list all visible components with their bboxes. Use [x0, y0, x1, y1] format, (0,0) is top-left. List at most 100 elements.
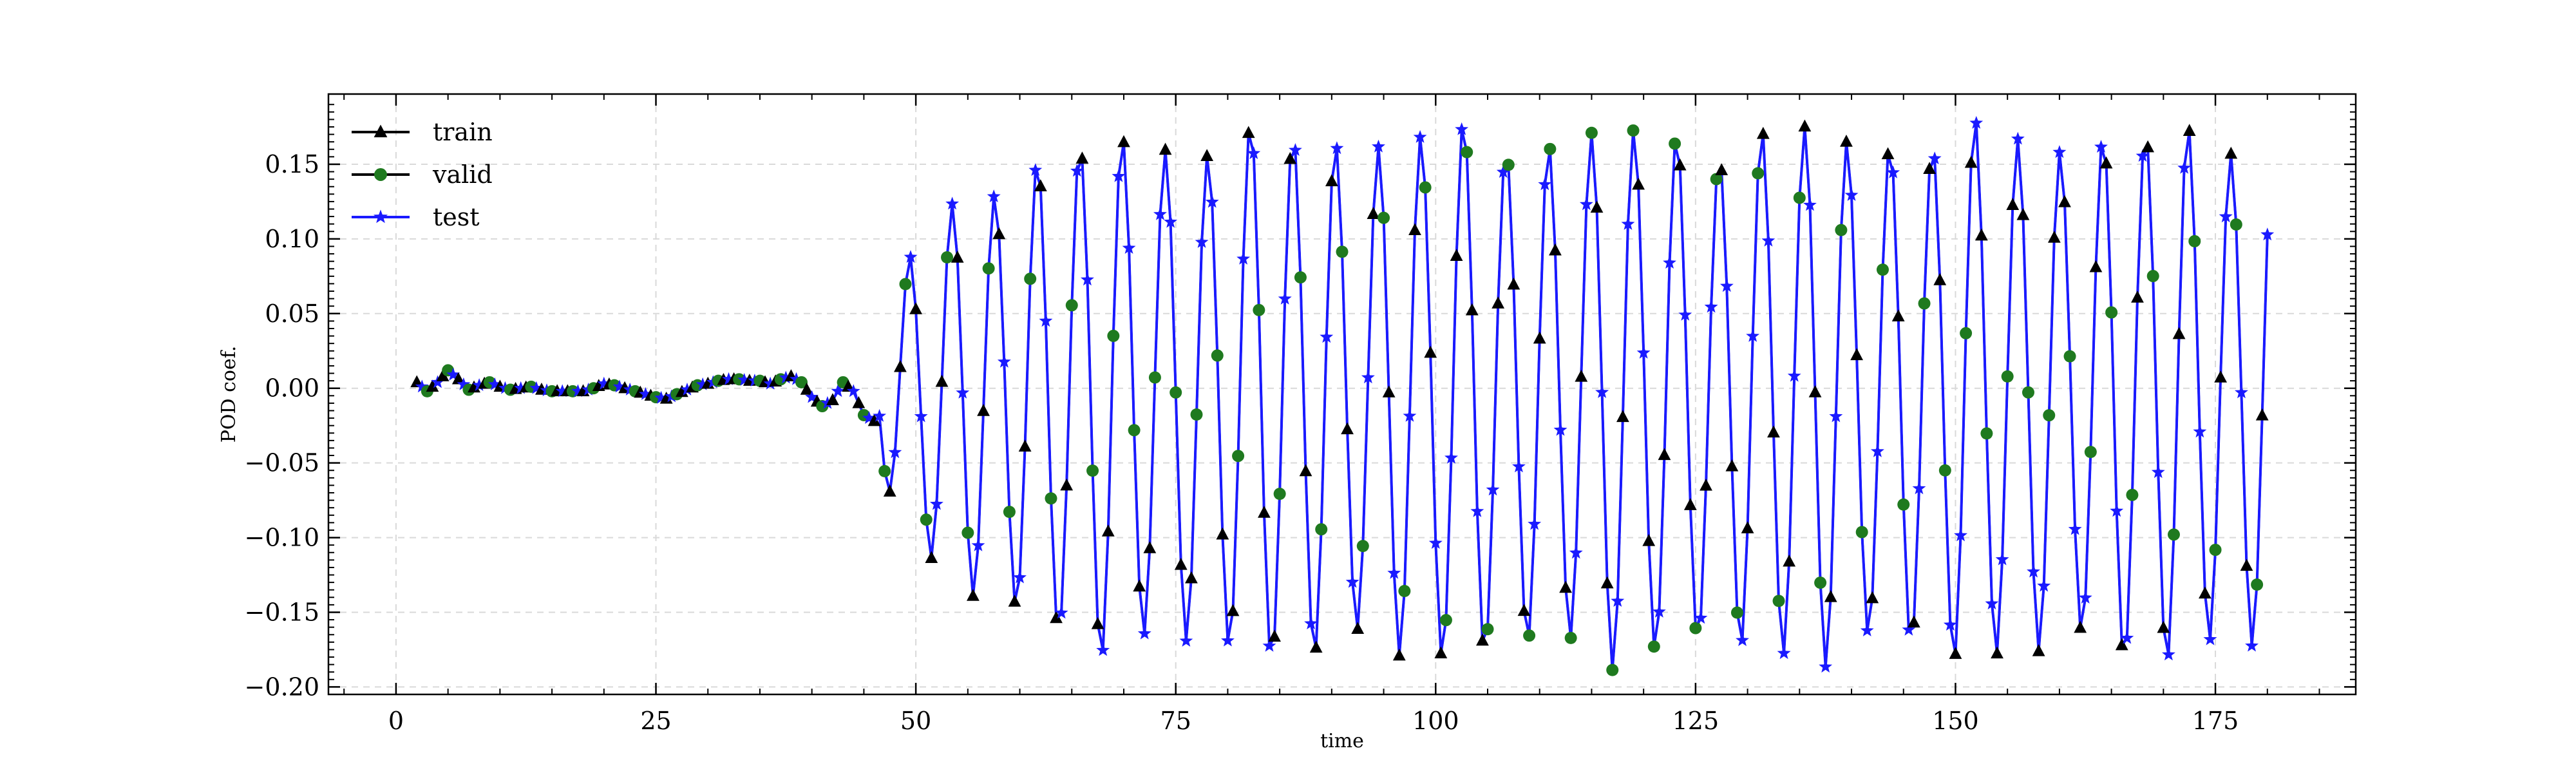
plot-data-area [410, 116, 2275, 676]
train-point [1991, 646, 2003, 659]
x-tick-label: 25 [640, 707, 671, 735]
y-tick-label: −0.20 [245, 673, 319, 701]
test-point [1829, 409, 1843, 423]
y-tick-label: −0.05 [245, 449, 319, 477]
test-point [1137, 626, 1151, 640]
train-point [1741, 521, 1754, 533]
legend-marker-valid [374, 168, 387, 181]
test-point [1179, 634, 1193, 647]
train-point [909, 302, 923, 314]
test-point [1096, 643, 1110, 656]
train-point [977, 403, 990, 416]
test-point [1486, 482, 1500, 496]
test-point [1902, 622, 1916, 636]
test-point [1278, 291, 1292, 305]
test-point [790, 372, 803, 385]
test-point [1969, 116, 1984, 129]
train-point [1101, 524, 1115, 537]
train-point [1492, 296, 1505, 309]
x-tick-label: 150 [1932, 707, 1979, 735]
valid-point [1253, 303, 1265, 316]
valid-point [1128, 424, 1141, 437]
x-tick-label: 0 [388, 707, 404, 735]
train-point [867, 414, 881, 426]
train-point [1367, 207, 1380, 219]
train-point [842, 379, 855, 392]
test-point [1262, 638, 1276, 652]
test-point [638, 387, 652, 400]
train-point [2199, 586, 2211, 599]
test-point [1777, 646, 1791, 660]
test-point [415, 379, 429, 393]
train-point [1517, 604, 1531, 616]
axis-tick-labels: 0 25 50 75 100 125 150 175 −0.20 −0.15 −0.10 −0.05 0… [245, 150, 2239, 735]
train-point [1783, 554, 1796, 567]
train-point [410, 375, 424, 388]
axes-frame [327, 93, 2357, 696]
train-point [935, 374, 949, 387]
test-point [1247, 146, 1261, 159]
test-point [472, 378, 486, 391]
test-point [457, 377, 471, 390]
train-point [2032, 644, 2045, 656]
valid-point [2001, 370, 2014, 383]
test-point [488, 377, 502, 390]
test-point [929, 497, 943, 510]
train-point [1891, 309, 1905, 321]
train-point [1975, 228, 1988, 241]
legend-label-train: train [433, 118, 493, 146]
valid-point [899, 278, 912, 291]
train-point [1683, 498, 1697, 510]
train-point [1673, 158, 1687, 171]
train-point [1767, 425, 1780, 438]
valid-point [920, 513, 933, 526]
test-point [2110, 504, 2124, 517]
valid-point [2146, 270, 2159, 283]
train-point [2157, 620, 2170, 633]
test-point [2245, 638, 2259, 652]
valid-point [878, 464, 891, 477]
test-point [2203, 632, 2217, 645]
test-point [2219, 209, 2233, 223]
train-point [1881, 147, 1895, 160]
train-point [1632, 177, 1645, 190]
train-point [1018, 439, 1032, 452]
legend-label-valid: valid [432, 160, 493, 189]
test-point [1153, 207, 1167, 220]
test-point [2177, 160, 2192, 174]
x-tick-label: 100 [1412, 707, 1459, 735]
valid-point [1814, 577, 1827, 589]
test-point [2068, 522, 2082, 535]
test-point [763, 376, 777, 390]
test-point [1912, 481, 1926, 495]
train-point [1283, 151, 1297, 164]
valid-point [1710, 173, 1723, 186]
test-point [1387, 566, 1401, 579]
test-point [737, 373, 752, 386]
train-point [1798, 119, 1812, 132]
train-point [1600, 576, 1614, 589]
test-point [1954, 528, 1967, 542]
train-point [1866, 591, 1879, 604]
valid-point [1481, 623, 1494, 636]
valid-point [1793, 191, 1806, 204]
train-point [1590, 200, 1604, 213]
test-point [1652, 604, 1666, 618]
train-point [2224, 146, 2238, 159]
test-point [1736, 633, 1749, 646]
train-point [2006, 198, 2020, 211]
valid-point [1419, 181, 1432, 194]
test-point [1330, 141, 1344, 155]
y-tick-label: −0.15 [245, 598, 319, 626]
train-point [1559, 580, 1572, 593]
legend-label-test: test [433, 203, 480, 231]
valid-point [1918, 297, 1931, 310]
test-point [529, 381, 544, 394]
y-tick-label: 0.10 [265, 225, 319, 253]
train-point [1174, 557, 1188, 570]
test-point [1304, 616, 1318, 629]
train-point [2099, 156, 2113, 169]
test-point [914, 409, 928, 423]
valid-point [1086, 464, 1099, 477]
test-point [846, 384, 860, 397]
